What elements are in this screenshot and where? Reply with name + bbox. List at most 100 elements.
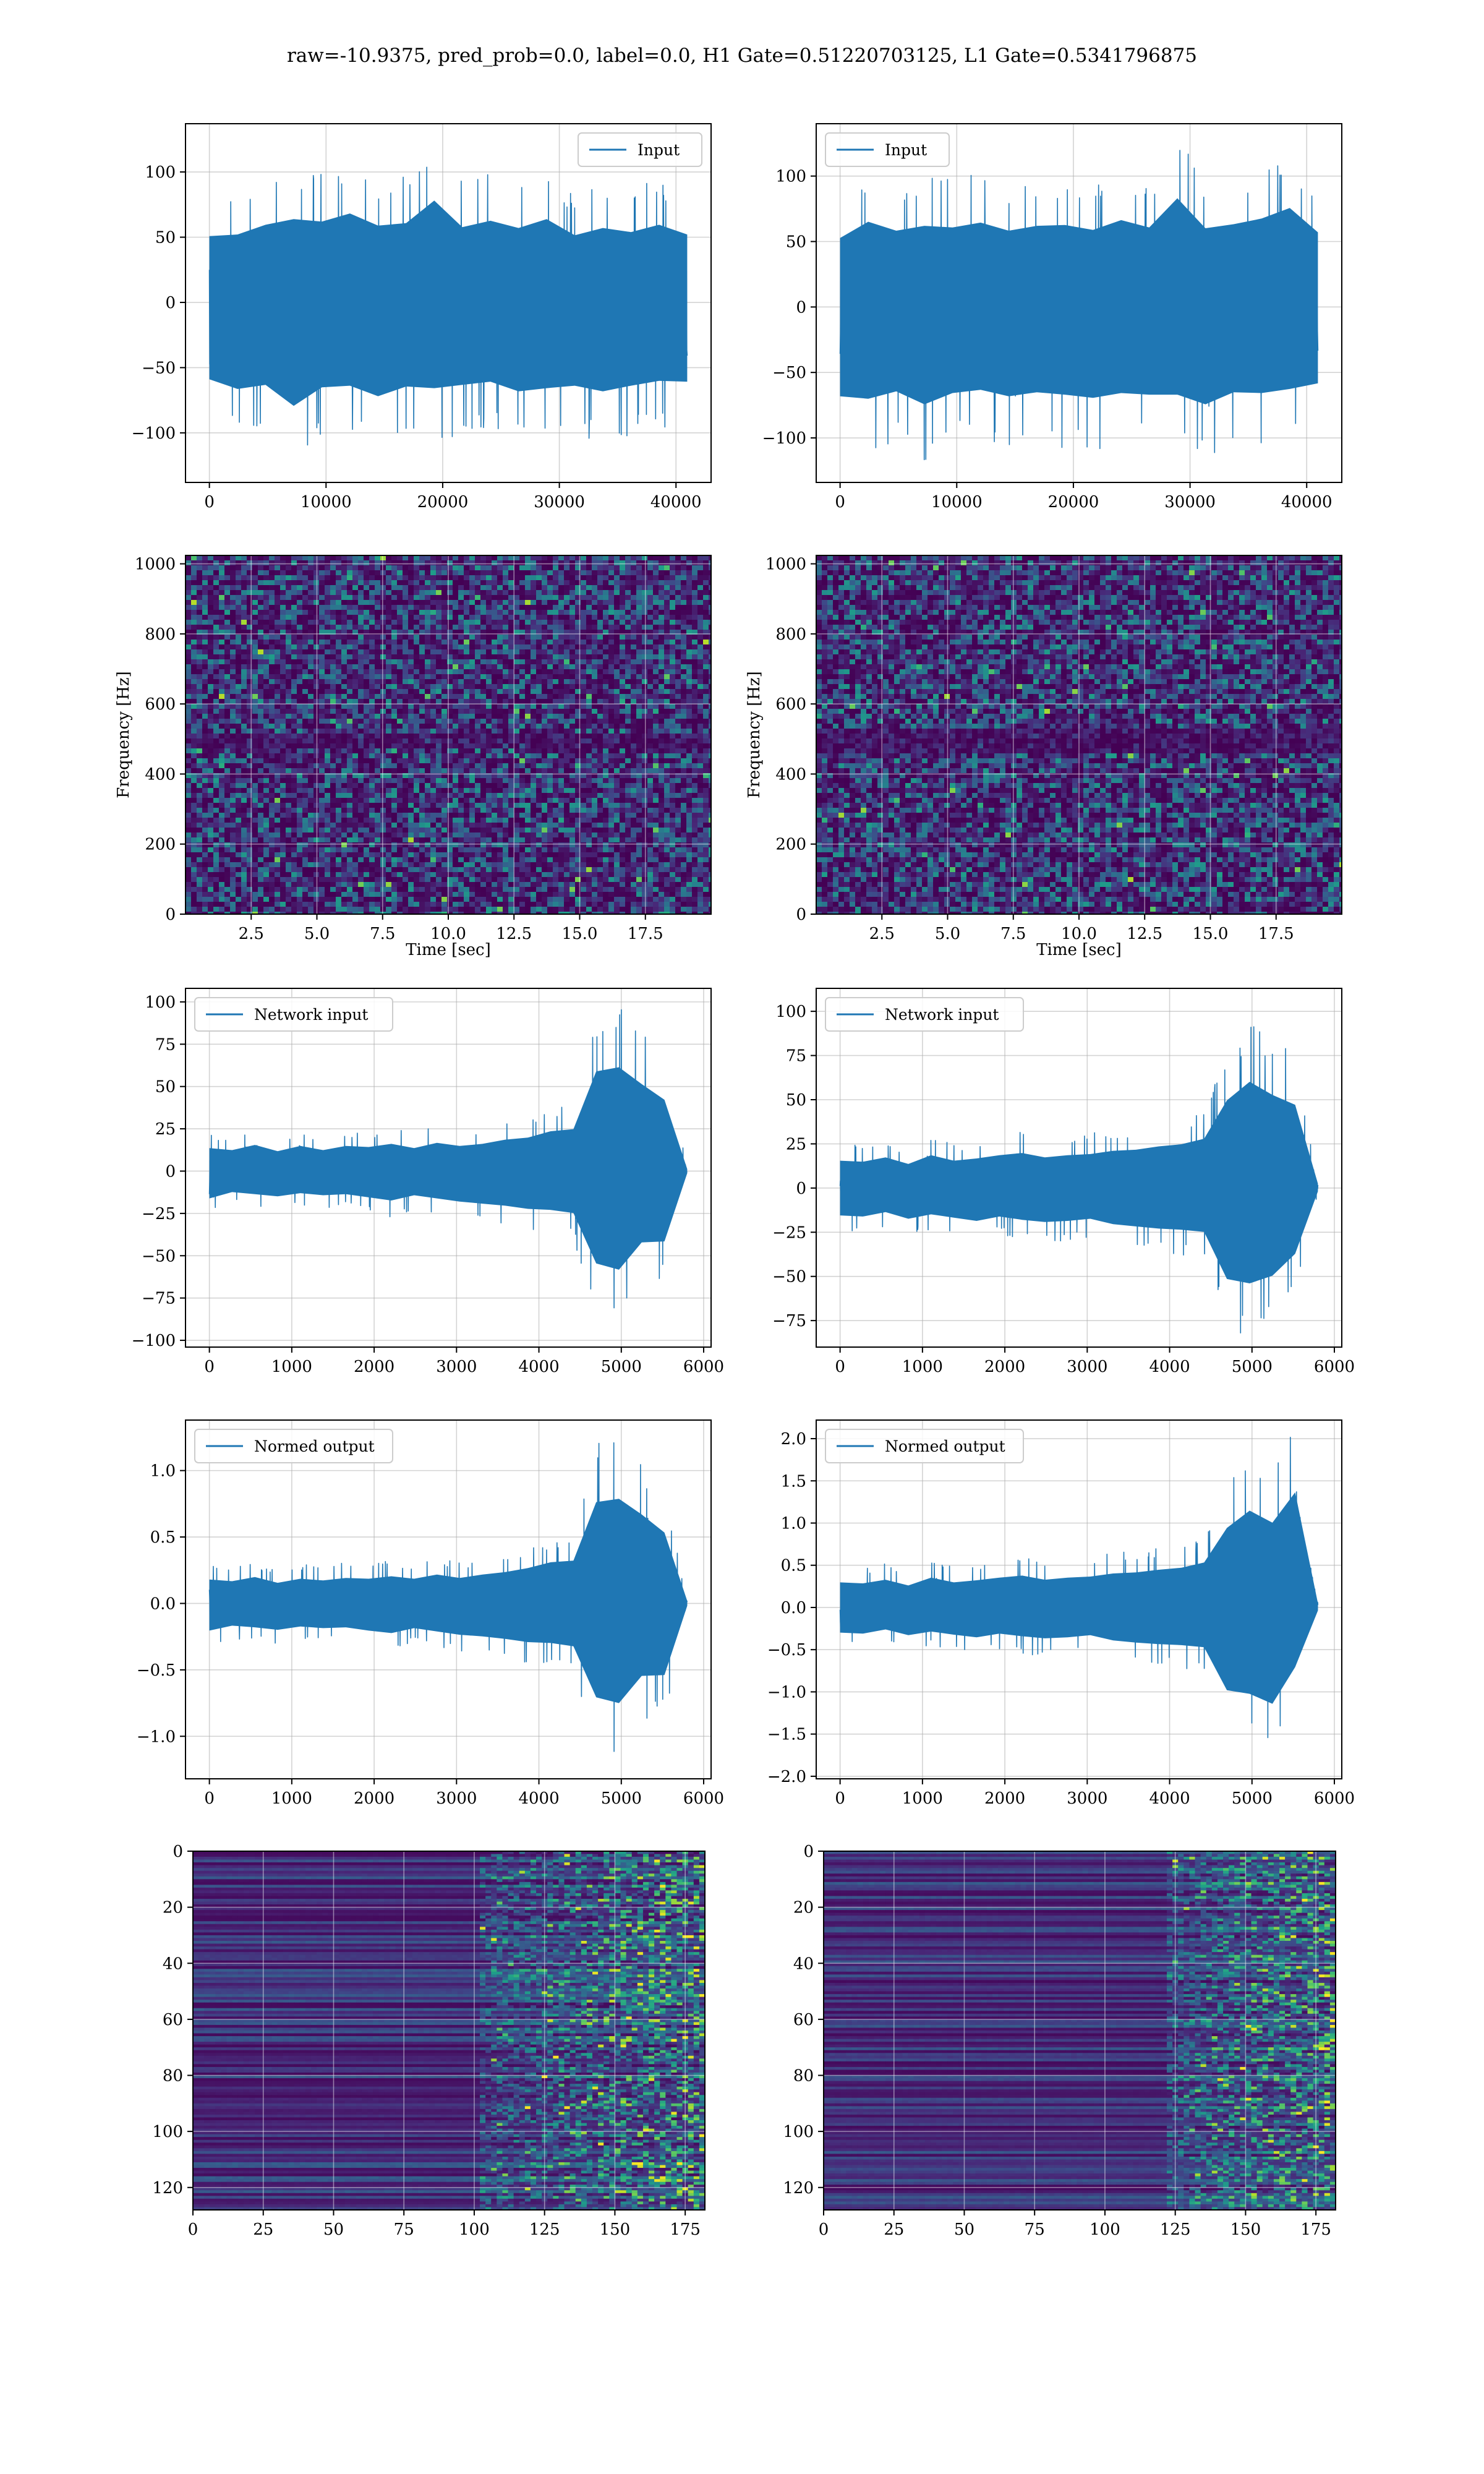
h1-spectrogram-heatmap-cell [191,788,197,793]
h1-spectrogram-heatmap-cell [531,689,536,694]
h1-spectrogram-heatmap-cell [297,773,302,778]
h1-spectrogram-heatmap-cell [380,595,386,600]
h1-spectrogram-heatmap-cell [503,600,508,605]
h1-spectrogram-heatmap-cell [631,748,636,753]
h1-spectrogram-heatmap-cell [336,635,341,640]
h1-spectrogram-heatmap-cell [625,684,631,689]
h1-spectrogram-heatmap-cell [275,753,280,758]
h1-spectrogram-heatmap-cell [347,644,352,649]
h1-spectrogram-heatmap-cell [642,768,647,773]
h1-spectrogram-heatmap-cell [419,689,425,694]
h1-spectrogram-heatmap-cell [197,625,202,630]
h1-spectrogram-heatmap-cell [697,704,703,709]
h1-spectrogram-heatmap-cell [503,743,508,748]
h1-spectrogram-heatmap-cell [492,654,497,659]
h1-spectrogram-heatmap-cell [486,743,492,748]
h1-spectrogram-heatmap-cell [302,689,308,694]
h1-spectrogram-heatmap-cell [592,753,597,758]
h1-spectrogram-heatmap-cell [497,709,503,714]
l1-input-legend-box [825,132,950,167]
h1-spectrogram-heatmap-cell [302,560,308,565]
h1-spectrogram-heatmap-cell [241,714,247,719]
h1-spectrogram-heatmap-cell [408,620,414,625]
h1-spectrogram-heatmap-cell [308,570,313,575]
h1-spectrogram-heatmap-cell [364,610,369,615]
h1-spectrogram-heatmap-cell [403,714,408,719]
h1-spectrogram-heatmap-cell [258,605,263,610]
h1-spectrogram-heatmap-cell [542,734,547,738]
h1-spectrogram-heatmap-cell [319,580,325,585]
h1-spectrogram-heatmap-cell [191,674,197,679]
h1-spectrogram-heatmap-cell [280,669,286,674]
h1-spectrogram-heatmap-cell [269,684,275,689]
h1-spectrogram-heatmap-cell [414,773,419,778]
h1-spectrogram-heatmap-cell [319,743,325,748]
h1-spectrogram-heatmap-cell [664,704,670,709]
h1-spectrogram-heatmap-cell [486,649,492,654]
h1-spectrogram-heatmap-cell [275,649,280,654]
h1-spectrogram-heatmap-cell [247,724,252,729]
h1-spectrogram-heatmap-cell [441,699,447,704]
h1-spectrogram-heatmap-cell [647,798,653,803]
h1-spectrogram-heatmap-cell [352,659,358,664]
h1-spectrogram-heatmap-cell [603,738,608,743]
h1-spectrogram-heatmap-cell [564,635,569,640]
h1-spectrogram-heatmap-cell [252,580,258,585]
h1-spectrogram-heatmap-cell [330,565,336,570]
h1-spectrogram-heatmap-cell [308,664,313,669]
h1-spectrogram-heatmap-cell [681,738,686,743]
h1-spectrogram-heatmap-cell [302,724,308,729]
h1-spectrogram-heatmap-cell [581,803,586,808]
h1-spectrogram-heatmap-cell [247,674,252,679]
h1-spectrogram-heatmap-cell [375,575,380,580]
h1-spectrogram-heatmap-cell [480,689,486,694]
h1-spectrogram-heatmap-cell [336,575,341,580]
h1-spectrogram-heatmap-cell [469,649,475,654]
h1-spectrogram-heatmap-cell [258,694,263,699]
h1-spectrogram-heatmap-cell [403,684,408,689]
h1-spectrogram-heatmap-cell [291,580,297,585]
h1-spectrogram-heatmap-cell [581,798,586,803]
h1-spectrogram-heatmap-cell [508,595,514,600]
h1-spectrogram-heatmap-cell [419,734,425,738]
h1-spectrogram-heatmap-cell [692,798,697,803]
h1-spectrogram-heatmap-cell [686,674,692,679]
h1-spectrogram-heatmap-cell [581,620,586,625]
h1-spectrogram-heatmap-cell [675,719,681,724]
h1-spectrogram-heatmap-cell [547,694,553,699]
h1-spectrogram-heatmap-cell [419,575,425,580]
h1-spectrogram-heatmap-cell [425,600,430,605]
h1-spectrogram-heatmap-cell [341,709,347,714]
h1-spectrogram-heatmap-cell [380,565,386,570]
h1-spectrogram-heatmap-cell [519,590,525,595]
h1-spectrogram-heatmap-cell [391,768,397,773]
h1-spectrogram-heatmap-cell [347,719,352,724]
h1-spectrogram-heatmap-cell [519,773,525,778]
h1-spectrogram-heatmap-cell [241,580,247,585]
h1-spectrogram-heatmap-cell [558,610,564,615]
h1-spectrogram-heatmap-cell [430,640,436,644]
h1-spectrogram-heatmap-cell [202,640,208,644]
h1-spectrogram-heatmap-cell [547,625,553,630]
h1-spectrogram-heatmap-cell [586,585,592,590]
h1-spectrogram-heatmap-cell [675,753,681,758]
h1-spectrogram-heatmap-cell [670,615,675,620]
h1-spectrogram-heatmap-cell [414,630,419,635]
h1-spectrogram-heatmap-cell [564,644,569,649]
h1-spectrogram-heatmap-cell [330,669,336,674]
h1-spectrogram-heatmap-cell [414,640,419,644]
h1-spectrogram-heatmap-cell [224,649,230,654]
h1-spectrogram-heatmap-cell [503,565,508,570]
h1-spectrogram-heatmap-cell [414,585,419,590]
h1-spectrogram-heatmap-cell [325,565,330,570]
h1-spectrogram-heatmap-cell [219,570,224,575]
h1-spectrogram-heatmap-cell [531,575,536,580]
h1-spectrogram-heatmap-cell [364,570,369,575]
h1-spectrogram-heatmap-cell [525,580,531,585]
h1-spectrogram-heatmap-cell [380,605,386,610]
h1-spectrogram-heatmap-cell [464,803,469,808]
h1-spectrogram-heatmap-cell [325,704,330,709]
h1-spectrogram-heatmap-cell [347,640,352,644]
h1-spectrogram-heatmap-cell [709,729,711,734]
h1-spectrogram-heatmap-cell [703,555,709,560]
